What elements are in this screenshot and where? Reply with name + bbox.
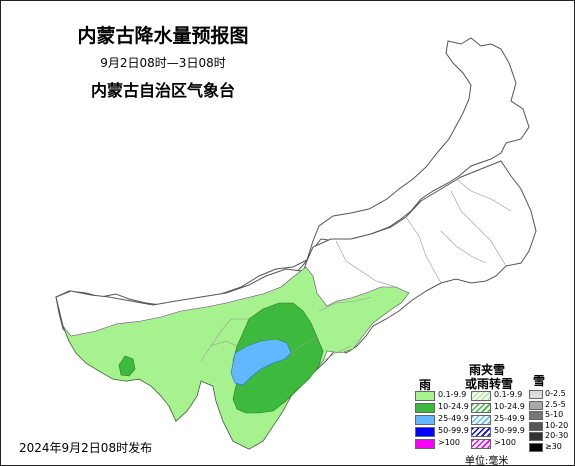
- legend-rain-item: 0.1-9.9: [415, 390, 485, 402]
- legend-sleet-item: 25-49.9: [471, 414, 541, 426]
- legend-snow-item: 2.5-5: [529, 399, 574, 412]
- legend-snow-swatch: [529, 400, 543, 410]
- legend-sleet-swatch: [471, 391, 491, 401]
- league-boundaries: [200, 178, 512, 362]
- legend-sleet-label: 10-24.9: [494, 402, 525, 411]
- legend-snow-swatch: [529, 411, 543, 420]
- legend-sleet-label: 50-99.9: [494, 426, 525, 435]
- legend-rain-item: >100: [415, 438, 485, 450]
- rain-area-heavy: [230, 338, 292, 386]
- legend-snow-swatch: [529, 432, 543, 441]
- legend-unit: 单位:毫米: [465, 456, 509, 466]
- legend-sleet-heading-line1: 雨夹雪: [468, 363, 505, 377]
- legend-snow-label: 0-2.5: [545, 389, 566, 398]
- legend-snow-swatch: [529, 421, 543, 431]
- legend-snow-label: 20-30: [545, 431, 569, 440]
- legend-sleet-heading-line2: 或雨转雪: [464, 377, 513, 391]
- legend-snow-heading: 雪: [532, 374, 545, 388]
- legend-rain-item: 50-99.9: [415, 426, 485, 438]
- legend-rain-label: 50-99.9: [438, 426, 469, 435]
- legend-sleet-item: >100: [471, 438, 541, 450]
- legend-rain-label: 25-49.9: [438, 414, 469, 423]
- legend-rain-item: 10-24.9: [415, 402, 485, 414]
- legend-sleet-swatch: [471, 415, 491, 425]
- legend-sleet-swatch: [471, 403, 491, 413]
- legend-snow-label: 5-10: [545, 410, 564, 419]
- legend-sleet-swatch: [471, 427, 491, 437]
- legend-snow-label: ≥30: [545, 441, 562, 451]
- legend-rain-label: 0.1-9.9: [438, 390, 467, 399]
- legend-sleet-item: 10-24.9: [471, 402, 541, 414]
- legend-sleet-item: 0.1-9.9: [471, 390, 541, 402]
- legend-rain-item: 25-49.9: [415, 414, 485, 426]
- legend-snow-item: 10-20: [529, 420, 574, 433]
- legend-rain-label: 10-24.9: [438, 402, 469, 411]
- legend-sleet-item: 50-99.9: [471, 426, 541, 438]
- legend-rain-swatch: [415, 415, 435, 425]
- legend-snow-swatch: [529, 442, 543, 452]
- forecast-period: 9月2日08时—3日08时: [100, 56, 226, 70]
- legend-snow-swatch: [529, 390, 543, 399]
- legend-rain-label: >100: [438, 438, 460, 447]
- legend-sleet-label: 25-49.9: [494, 414, 525, 423]
- legend-sleet-swatch: [471, 439, 491, 449]
- issuing-agency: 内蒙古自治区气象台: [90, 81, 235, 100]
- legend-rain-heading: 雨: [418, 378, 431, 392]
- legend-rain-swatch: [415, 427, 435, 437]
- legend-sleet-label: >100: [494, 438, 516, 447]
- map-title: 内蒙古降水量预报图: [77, 25, 249, 47]
- legend-rain-swatch: [415, 439, 435, 449]
- publish-time: 2024年9月2日08时发布: [19, 441, 153, 455]
- rain-area-medium-west: [118, 355, 136, 377]
- legend-snow-item: ≥30: [529, 441, 574, 454]
- legend-snow-item: 20-30: [529, 431, 574, 443]
- legend-rain-swatch: [415, 403, 435, 413]
- legend-snow-item: 5-10: [529, 410, 574, 422]
- legend-sleet-label: 0.1-9.9: [494, 390, 523, 399]
- legend-snow-item: 0-2.5: [529, 389, 574, 401]
- legend-snow-label: 2.5-5: [545, 399, 566, 409]
- legend-snow-label: 10-20: [545, 420, 569, 430]
- legend-rain-swatch: [415, 391, 435, 401]
